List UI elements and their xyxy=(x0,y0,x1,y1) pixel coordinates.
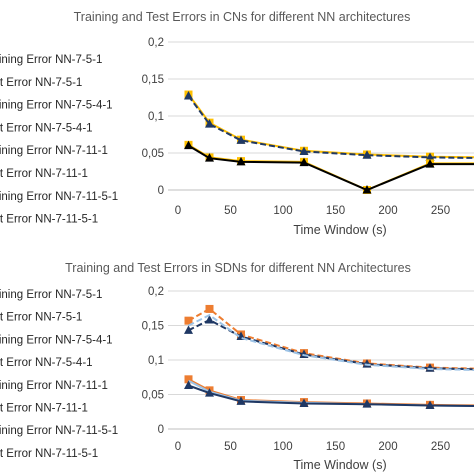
legend-entry: Test Error NN-7-11-1 xyxy=(0,403,88,415)
y-tick-label: 0,05 xyxy=(142,390,164,402)
data-point-triangle xyxy=(425,152,435,161)
legend-entry: Test Error NN-7-5-1 xyxy=(0,312,82,324)
x-tick-label: 150 xyxy=(326,441,345,453)
x-axis-label: Time Window (s) xyxy=(293,458,386,472)
data-point-triangle xyxy=(236,156,246,166)
y-tick-label: 0,15 xyxy=(142,321,164,333)
data-point-triangle xyxy=(184,140,193,150)
legend-entry: Training Error NN-7-11-5-1 xyxy=(0,191,118,203)
data-point-triangle xyxy=(362,399,372,408)
x-tick-label: 200 xyxy=(378,441,397,453)
x-tick-label: 100 xyxy=(273,441,292,453)
legend-entry: Training Error NN-7-5-1 xyxy=(0,54,102,66)
legend-entry: Test Error NN-7-5-4-1 xyxy=(0,122,93,134)
legend-entry: Training Error NN-7-5-4-1 xyxy=(0,100,113,112)
series-line xyxy=(188,318,474,371)
data-point-triangle xyxy=(205,153,214,162)
y-tick-label: 0,2 xyxy=(148,286,164,298)
chart-cn-errors: Training and Test Errors in CNs for diff… xyxy=(0,10,474,237)
x-tick-label: 250 xyxy=(431,441,450,453)
y-tick-label: 0 xyxy=(158,185,164,197)
chart-sdn-errors: Training and Test Errors in SDNs for dif… xyxy=(0,261,474,472)
x-tick-label: 150 xyxy=(326,205,345,217)
x-tick-label: 50 xyxy=(224,441,237,453)
legend-entry: Training Error NN-7-11-1 xyxy=(0,380,108,392)
data-point-triangle xyxy=(205,388,214,397)
legend-entry: Test Error NN-7-11-5-1 xyxy=(0,448,98,460)
series-line xyxy=(187,95,474,159)
legend-entry: Training Error NN-7-11-1 xyxy=(0,145,108,157)
legend-entry: Training Error NN-7-11-5-1 xyxy=(0,425,118,437)
data-point-triangle xyxy=(205,119,214,128)
data-point-triangle xyxy=(236,135,246,144)
x-axis-label: Time Window (s) xyxy=(293,223,386,237)
y-tick-label: 0,1 xyxy=(148,355,164,367)
x-tick-label: 250 xyxy=(431,205,450,217)
legend-entry: Test Error NN-7-11-5-1 xyxy=(0,214,98,226)
series-line xyxy=(188,313,474,371)
data-point-triangle xyxy=(299,398,309,407)
y-tick-label: 0,05 xyxy=(142,148,164,160)
data-point-triangle xyxy=(205,314,214,324)
data-point-triangle xyxy=(299,146,309,156)
series-line xyxy=(187,93,474,159)
data-point-triangle xyxy=(425,400,435,410)
data-point-triangle xyxy=(184,325,193,334)
data-point-triangle xyxy=(362,185,372,194)
x-tick-label: 200 xyxy=(378,205,397,217)
chart-title: Training and Test Errors in SDNs for dif… xyxy=(65,261,411,275)
data-point-square xyxy=(184,316,193,325)
y-tick-label: 0,2 xyxy=(148,37,164,49)
x-tick-label: 0 xyxy=(175,205,181,217)
legend-entry: Test Error NN-7-11-1 xyxy=(0,168,88,180)
x-tick-label: 100 xyxy=(273,205,292,217)
y-tick-label: 0 xyxy=(158,424,164,436)
data-point-triangle xyxy=(236,396,246,405)
data-point-triangle xyxy=(184,91,193,100)
y-tick-label: 0,1 xyxy=(148,111,164,123)
x-tick-label: 0 xyxy=(175,441,181,453)
legend-entry: Test Error NN-7-5-1 xyxy=(0,77,82,89)
legend-entry: Test Error NN-7-5-4-1 xyxy=(0,357,93,369)
data-point-square xyxy=(184,375,193,384)
data-point-triangle xyxy=(299,157,309,167)
data-point-square xyxy=(205,304,214,313)
x-tick-label: 50 xyxy=(224,205,237,217)
chart-title: Training and Test Errors in CNs for diff… xyxy=(74,10,411,24)
legend-entry: Training Error NN-7-5-4-1 xyxy=(0,334,113,346)
data-point-triangle xyxy=(362,150,372,159)
data-point-triangle xyxy=(184,380,193,390)
y-tick-label: 0,15 xyxy=(142,74,164,86)
legend-entry: Training Error NN-7-5-1 xyxy=(0,289,102,301)
data-point-triangle xyxy=(425,159,435,168)
